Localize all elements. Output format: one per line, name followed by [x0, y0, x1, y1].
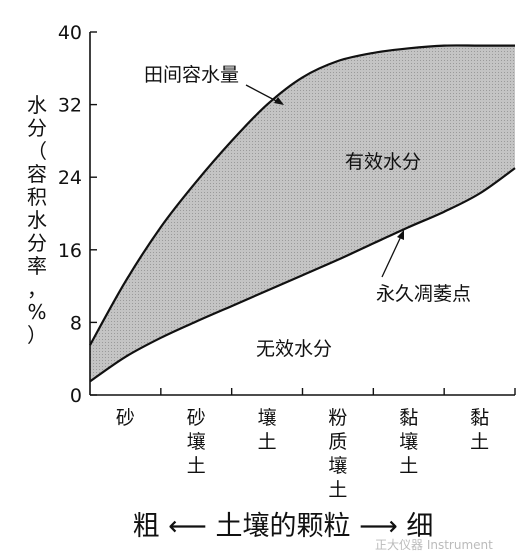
watermark: 正大仪器 Instrument — [375, 538, 493, 552]
x-tick-label: 砂壤土 — [187, 407, 206, 477]
y-axis-label: 水分（容积水分率，%） — [27, 93, 47, 347]
x-tick-label: 粉质壤土 — [328, 407, 347, 501]
available-water-band — [90, 45, 515, 382]
annotation-arrow-wilting-point — [381, 231, 404, 278]
annotation-field-capacity: 田间容水量 — [144, 64, 239, 86]
x-tick-label: 壤土 — [258, 407, 277, 453]
x-tick-label: 黏壤土 — [399, 407, 418, 477]
series-line-wilting-point — [89, 167, 516, 383]
annotation-arrowhead-field-capacity — [274, 97, 284, 105]
plot-area — [89, 44, 516, 383]
y-tick-label: 16 — [58, 240, 82, 262]
annotation-unavailable-water: 无效水分 — [256, 338, 332, 360]
y-tick-label: 24 — [58, 167, 82, 189]
y-tick-label: 40 — [58, 22, 82, 44]
y-tick-label: 0 — [70, 385, 82, 407]
annotation-arrowhead-wilting-point — [397, 230, 404, 240]
x-tick-label: 黏土 — [470, 407, 489, 453]
axes: 0 8 16 24 32 40 砂 砂壤土 壤土 粉质壤土 黏壤土 黏土 水分（容积水分率，%） 粗 ⟵ … — [27, 22, 516, 542]
y-tick-label: 32 — [58, 95, 82, 117]
annotation-available-water: 有效水分 — [345, 151, 421, 173]
annotation-wilting-point: 永久凋萎点 — [376, 283, 471, 305]
series-line-field-capacity — [89, 44, 515, 346]
x-axis-label: 粗 ⟵ 土壤的颗粒 ⟶ 细 — [133, 511, 434, 542]
y-tick-label: 8 — [70, 312, 82, 334]
x-tick-label: 砂 — [116, 407, 135, 429]
